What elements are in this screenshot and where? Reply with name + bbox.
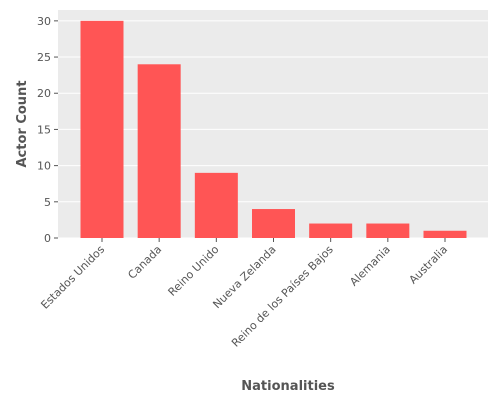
bar: [252, 209, 295, 238]
y-tick-label: 25: [37, 51, 51, 64]
y-tick-label: 15: [37, 123, 51, 136]
y-axis-label: Actor Count: [15, 80, 30, 167]
bar: [137, 64, 181, 239]
bar: [366, 223, 410, 238]
y-tick-label: 20: [37, 87, 51, 100]
x-tick-label: Reino Unido: [166, 243, 222, 299]
bar: [194, 172, 238, 238]
bar: [309, 223, 353, 238]
x-tick-label: Australia: [407, 243, 451, 287]
bar: [80, 20, 124, 238]
bars: [80, 20, 467, 239]
grid-lines: [58, 20, 488, 239]
x-tick-label: Reino de los Países Bajos: [229, 243, 336, 350]
y-axis-ticks: 0 5 10 15 20 25 30: [37, 15, 58, 245]
y-tick-label: 30: [37, 15, 51, 28]
y-tick-label: 0: [44, 232, 51, 245]
y-tick-label: 5: [44, 196, 51, 209]
plot-background: [58, 10, 488, 238]
x-tick-label: Canada: [125, 243, 164, 282]
x-tick-label: Estados Unidos: [38, 243, 107, 312]
x-tick-label: Alemania: [347, 243, 393, 289]
bar: [423, 230, 467, 238]
x-axis-label: Nationalities: [241, 379, 335, 394]
y-tick-label: 10: [37, 160, 51, 173]
